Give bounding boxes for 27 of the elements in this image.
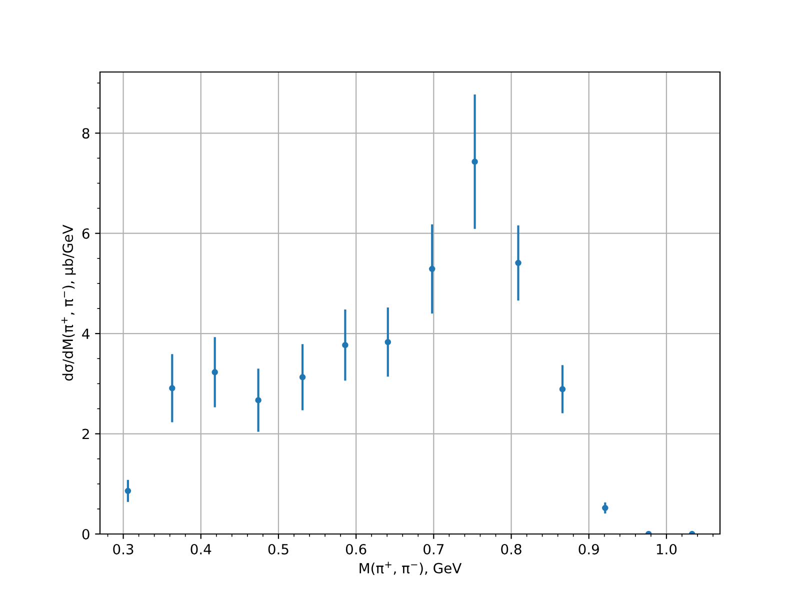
x-tick-label: 0.6 (346, 544, 366, 554)
point (124, 488, 132, 494)
point (602, 504, 608, 512)
x-tick-label: 0.5 (268, 544, 288, 554)
y-axis-title: dσ/dM(π$^{+}$, π$^{−}$), μb/GeV (61, 224, 76, 381)
x-tick-label: 1.0 (656, 544, 677, 554)
point (212, 369, 218, 376)
y-tick-label: 2 (82, 428, 89, 440)
point (342, 342, 348, 348)
y-tick-label: 8 (82, 128, 90, 139)
point (428, 266, 436, 272)
x-axis-title: M(π$^{+}$, π$^{−}$), GeV (360, 562, 462, 576)
y-tick-label: 4 (82, 328, 90, 339)
point (515, 260, 522, 266)
point (299, 374, 306, 380)
y-tick-label: 0 (82, 528, 90, 540)
x-tick-label: 0.8 (501, 544, 522, 554)
point (559, 386, 566, 392)
point (255, 397, 262, 404)
x-tick-label: 0.9 (578, 544, 599, 554)
x-tick-label: 0.3 (113, 544, 134, 554)
x-tick-label: 0.4 (190, 544, 212, 554)
point (472, 158, 478, 165)
point (384, 338, 392, 346)
point (169, 385, 176, 392)
y-tick-label: 6 (82, 228, 90, 239)
x-tick-label: 0.7 (424, 544, 444, 554)
